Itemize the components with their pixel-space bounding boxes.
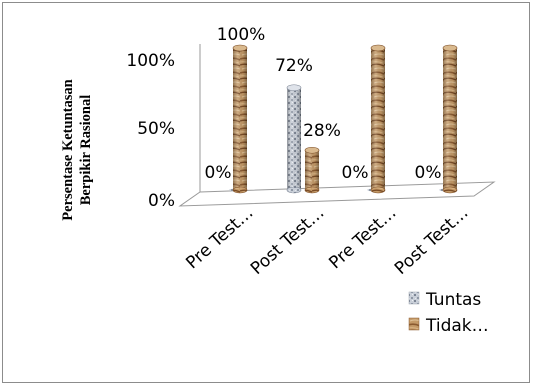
plot-walls: [178, 44, 496, 207]
chart-frame: [2, 2, 530, 383]
y-tick-label: 100%: [126, 51, 175, 71]
legend: Tuntas Tidak…: [408, 290, 489, 336]
data-label: 28%: [303, 121, 341, 141]
bars: [229, 44, 458, 194]
legend-swatch-tidak: [408, 317, 420, 331]
legend-swatch-tuntas: [408, 291, 420, 305]
bar-tidak: [370, 44, 386, 194]
x-tick-label: Pre Test…: [182, 203, 257, 273]
data-label: 100%: [217, 25, 266, 45]
bar-tidak: [442, 44, 458, 194]
data-label: 0%: [415, 163, 442, 183]
legend-label-tidak: Tidak…: [425, 316, 489, 336]
y-tick-label: 0%: [148, 191, 175, 211]
y-axis-title-line1: Persentase Ketuntasan: [60, 79, 76, 220]
legend-label-tuntas: Tuntas: [425, 290, 481, 310]
data-label: 0%: [205, 163, 232, 183]
bar-tuntas: [286, 84, 302, 194]
data-label: 0%: [342, 163, 369, 183]
x-tick-label: Pre Test…: [325, 203, 400, 273]
y-axis-title-line2: Berpikir Rasional: [78, 95, 94, 206]
x-tick-label: Post Test…: [247, 203, 328, 279]
x-tick-label: Post Test…: [391, 203, 472, 279]
bar-tidak: [232, 44, 248, 194]
x-tick-labels: Pre Test… Post Test… Pre Test… Post Test…: [182, 203, 472, 279]
data-labels: 0% 100% 72% 28% 0% 0%: [205, 25, 442, 183]
data-label: 72%: [275, 56, 313, 76]
y-tick-label: 50%: [137, 119, 175, 139]
y-tick-labels: 0% 50% 100%: [126, 51, 175, 211]
bar-tidak: [304, 146, 320, 194]
